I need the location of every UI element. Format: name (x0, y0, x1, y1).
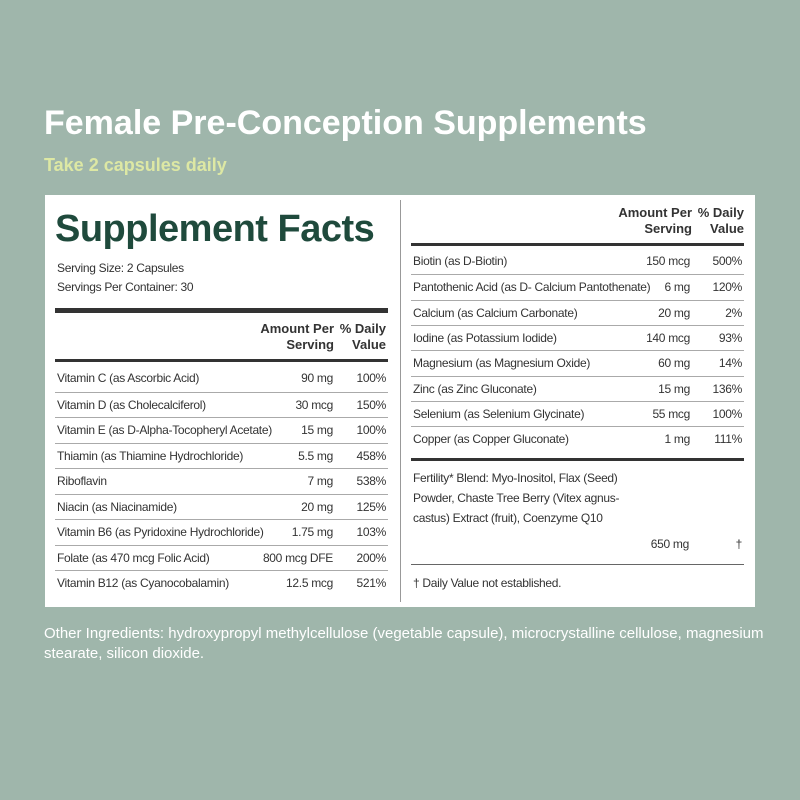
table-row: Selenium (as Selenium Glycinate) 55 mcg 10… (411, 400, 744, 427)
rule (411, 458, 744, 461)
amount: 6 mg (664, 280, 691, 295)
nutrient-name: Riboflavin (57, 474, 107, 488)
daily-value: 538% (356, 474, 387, 488)
title: Female Pre-Conception Supplements (44, 104, 647, 142)
table-row: Vitamin E (as D-Alpha-Tocopheryl Acetate… (55, 417, 388, 444)
nutrient-name: Pantothenic Acid (as D- Calcium Pantothe… (413, 280, 651, 295)
nutrient-name: Vitamin B12 (as Cyanocobalamin) (57, 576, 229, 590)
table-row: Iodine (as Potassium Iodide) 140 mcg 93% (411, 324, 744, 351)
table-row: Zinc (as Zinc Gluconate) 15 mg 136% (411, 375, 744, 402)
nutrient-name: Zinc (as Zinc Gluconate) (413, 381, 537, 396)
other-ingredients: Other Ingredients: hydroxypropyl methylc… (44, 625, 764, 662)
table-row: Niacin (as Niacinamide) 20 mg 125% (55, 493, 388, 521)
amount: 55 mcg (652, 406, 690, 421)
nutrient-name: Vitamin D (as Cholecalciferol) (57, 397, 206, 412)
table-row: Riboflavin 7 mg 538% (55, 468, 388, 495)
nutrient-name: Biotin (as D-Biotin) (413, 254, 508, 268)
daily-value: 100% (356, 371, 387, 385)
servings-per-container: Servings Per Container: 30 (57, 280, 194, 294)
nutrient-name: Vitamin B6 (as Pyridoxine Hydrochloride) (57, 525, 264, 539)
rule (411, 564, 744, 565)
amount: 12.5 mcg (286, 576, 333, 590)
daily-value: 93% (718, 330, 742, 345)
daily-value: 103% (356, 525, 387, 539)
daily-value: 125% (356, 499, 387, 514)
daily-value: 500% (712, 254, 743, 268)
subtitle: Take 2 capsules daily (44, 155, 227, 175)
table-row: Copper (as Copper Gluconate) 1 mg 111% (411, 426, 744, 452)
daily-value: 100% (712, 406, 743, 421)
table-row: Vitamin B6 (as Pyridoxine Hydrochloride)… (55, 519, 388, 546)
amount: 30 mcg (295, 397, 333, 412)
amount: 20 mg (658, 305, 690, 320)
table-row: Thiamin (as Thiamine Hydrochloride) 5.5 m… (55, 442, 388, 470)
rule (55, 308, 388, 313)
nutrient-name: Vitamin E (as D-Alpha-Tocopheryl Acetate… (57, 423, 272, 437)
nutrient-name: Niacin (as Niacinamide) (57, 499, 177, 514)
amount: 7 mg (307, 474, 334, 488)
amount: 60 mg (658, 356, 690, 371)
rule (411, 243, 744, 246)
daily-value: 100% (356, 423, 387, 437)
nutrient-name: Vitamin C (as Ascorbic Acid) (57, 371, 200, 385)
column-header: Amount Per Serving (618, 205, 692, 236)
table-row: Calcium (as Calcium Carbonate) 20 mg 2% (411, 299, 744, 326)
amount: 20 mg (301, 499, 333, 514)
amount: 150 mcg (646, 254, 690, 268)
nutrient-name: Iodine (as Potassium Iodide) (413, 330, 557, 345)
facts-title: Supplement Facts (55, 208, 375, 250)
daily-value: 521% (356, 576, 387, 590)
divider (400, 200, 401, 602)
table-row: Vitamin D (as Cholecalciferol) 30 mcg 150% (55, 391, 388, 419)
daily-value: 120% (712, 280, 743, 295)
amount: 15 mg (658, 381, 690, 396)
daily-value: 458% (356, 448, 387, 463)
amount: 800 mcg DFE (262, 550, 333, 565)
column-header: % Daily Value (697, 205, 744, 236)
nutrient-name: Thiamin (as Thiamine Hydrochloride) (57, 448, 244, 463)
daily-value: 150% (356, 397, 387, 412)
table-row: Biotin (as D-Biotin) 150 mcg 500% (411, 249, 744, 274)
nutrient-name: Calcium (as Calcium Carbonate) (413, 305, 578, 320)
table-row: Vitamin C (as Ascorbic Acid) 90 mg 100% (55, 366, 388, 392)
blend-amount: 650 mg (650, 537, 690, 551)
column-header: % Daily Value (339, 321, 386, 352)
daily-value: 136% (712, 381, 743, 396)
amount: 140 mcg (646, 330, 690, 345)
blend-text: Fertility* Blend: Myo-Inositol, Flax (Se… (413, 471, 620, 525)
table-row: Pantothenic Acid (as D- Calcium Pantothe… (411, 274, 744, 300)
table-row: Vitamin B12 (as Cyanocobalamin) 12.5 mcg 5… (55, 570, 388, 597)
table-row: Folate (as 470 mcg Folic Acid) 800 mcg DF… (55, 544, 388, 572)
nutrient-name: Selenium (as Selenium Glycinate) (413, 406, 585, 421)
nutrient-name: Copper (as Copper Gluconate) (413, 432, 569, 447)
amount: 90 mg (301, 371, 333, 385)
nutrient-name: Folate (as 470 mcg Folic Acid) (57, 550, 210, 565)
nutrient-name: Magnesium (as Magnesium Oxide) (413, 356, 591, 371)
footnote: † Daily Value not established. (413, 576, 562, 590)
column-header: Amount Per Serving (260, 321, 334, 352)
amount: 1 mg (664, 432, 691, 447)
amount: 1.75 mg (291, 525, 334, 539)
blend-daily-value: † (735, 537, 743, 551)
daily-value: 200% (356, 550, 387, 565)
daily-value: 111% (714, 432, 742, 447)
amount: 5.5 mg (298, 448, 333, 463)
table-row: Magnesium (as Magnesium Oxide) 60 mg 14% (411, 350, 744, 376)
daily-value: 14% (718, 356, 742, 371)
serving-size: Serving Size: 2 Capsules (57, 261, 184, 275)
amount: 15 mg (301, 423, 333, 437)
daily-value: 2% (725, 305, 742, 320)
rule (55, 359, 388, 362)
